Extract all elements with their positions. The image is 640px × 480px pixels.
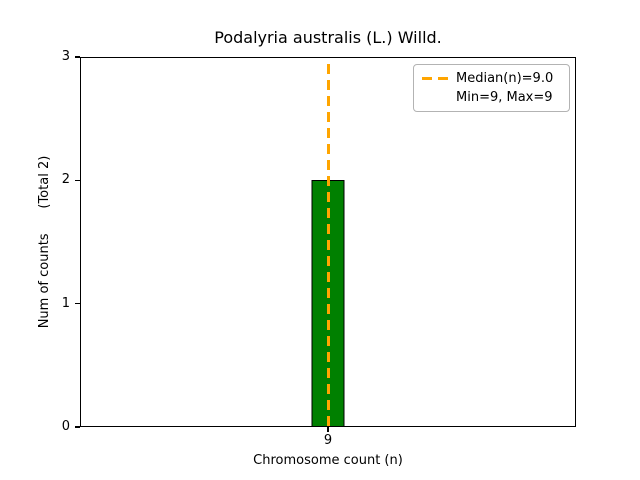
legend: Median(n)=9.0 Min=9, Max=9 xyxy=(413,64,570,112)
median-dashed-line-sample xyxy=(422,77,448,80)
y-axis-tick xyxy=(75,56,80,58)
y-axis-tick xyxy=(75,303,80,305)
x-axis-tick xyxy=(327,427,329,432)
plot-area xyxy=(80,57,576,427)
median-line xyxy=(326,58,330,426)
legend-label-median: Median(n)=9.0 xyxy=(456,70,554,86)
y-axis-label: Num of counts (Total 2) xyxy=(37,155,52,329)
legend-sample-empty xyxy=(422,96,448,99)
y-axis-tick-label: 1 xyxy=(61,296,70,311)
y-axis-tick xyxy=(75,426,80,428)
legend-entry-minmax: Min=9, Max=9 xyxy=(422,88,561,107)
legend-label-minmax: Min=9, Max=9 xyxy=(456,89,553,105)
x-axis-tick-label: 9 xyxy=(323,433,333,448)
chart-title: Podalyria australis (L.) Willd. xyxy=(214,28,442,47)
x-axis-label: Chromosome count (n) xyxy=(253,453,403,468)
y-axis-tick-label: 3 xyxy=(61,49,70,64)
legend-entry-median: Median(n)=9.0 xyxy=(422,69,561,88)
y-axis-tick xyxy=(75,179,80,181)
y-axis-tick-label: 2 xyxy=(61,172,70,187)
y-axis-tick-label: 0 xyxy=(61,419,70,434)
